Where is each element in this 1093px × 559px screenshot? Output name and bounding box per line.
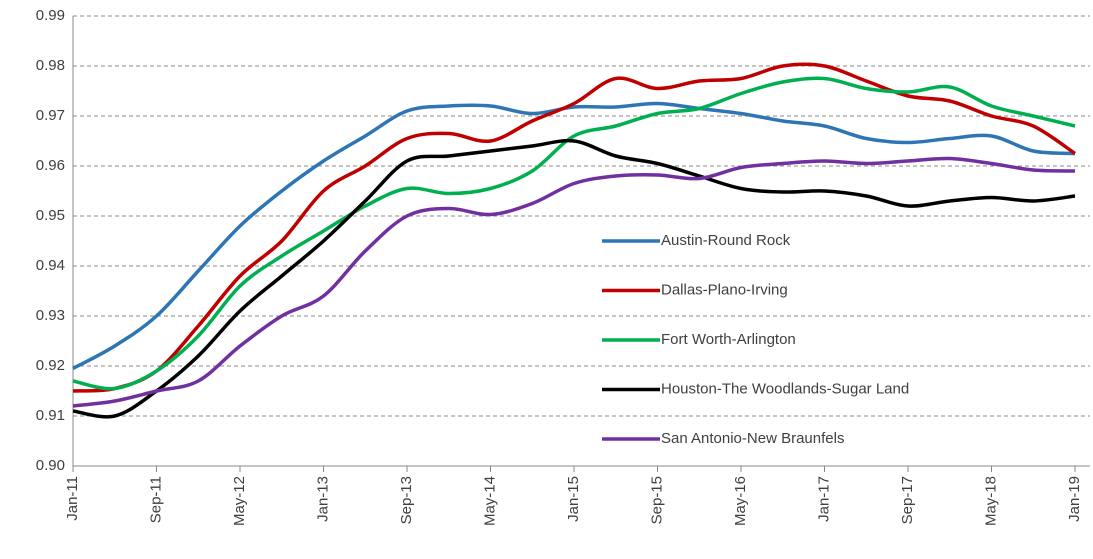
series-line [72, 138, 1076, 419]
x-tick-label: Jan-17 [815, 476, 832, 522]
y-tick-label: 0.91 [36, 407, 65, 424]
y-tick-label: 0.93 [36, 307, 65, 324]
x-tick-label: Sep-17 [899, 476, 916, 524]
y-tick-label: 0.94 [36, 257, 65, 274]
legend-label: San Antonio-New Braunfels [661, 430, 844, 447]
x-tick-label: Jan-11 [64, 476, 81, 521]
legend-label: Austin-Round Rock [661, 232, 791, 249]
y-tick-label: 0.95 [36, 207, 65, 224]
x-tick-label: Jan-19 [1066, 476, 1083, 522]
y-tick-label: 0.96 [36, 157, 65, 174]
x-tick-label: May-14 [481, 476, 498, 526]
x-tick-label: Jan-15 [565, 476, 582, 522]
y-tick-label: 0.98 [36, 57, 65, 74]
x-tick-label: Jan-13 [314, 476, 331, 522]
y-tick-label: 0.92 [36, 357, 65, 374]
series-line [72, 101, 1076, 371]
series-line [72, 156, 1076, 408]
x-tick-label: Sep-15 [648, 476, 665, 524]
x-tick-label: May-16 [732, 476, 749, 526]
x-tick-label: Sep-11 [147, 476, 164, 523]
x-tick-label: Sep-13 [398, 476, 415, 524]
y-tick-label: 0.90 [36, 457, 65, 474]
x-tick-label: May-18 [982, 476, 999, 526]
legend-label: Fort Worth-Arlington [661, 331, 796, 348]
y-tick-label: 0.99 [36, 7, 65, 24]
x-tick-label: May-12 [231, 476, 248, 526]
series-line [72, 76, 1076, 391]
legend-label: Dallas-Plano-Irving [661, 281, 788, 298]
series-line [72, 62, 1076, 393]
legend-label: Houston-The Woodlands-Sugar Land [661, 380, 909, 397]
y-tick-label: 0.97 [36, 107, 65, 124]
